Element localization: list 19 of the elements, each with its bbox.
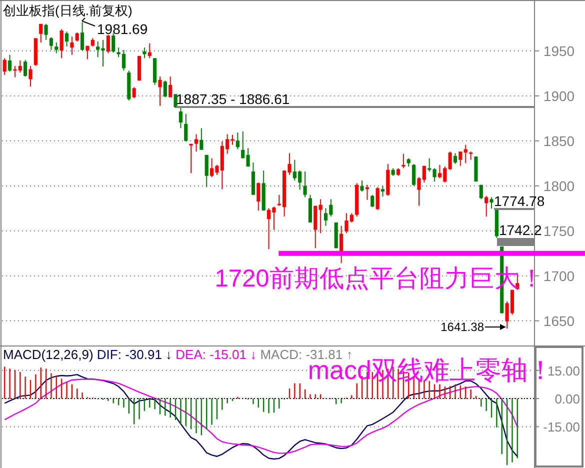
- y-tick-label: 1900: [543, 88, 575, 104]
- chart-title: MACD(12,26,9): [3, 347, 97, 362]
- y-tick-label: 1750: [543, 222, 575, 239]
- series-label: MACD: -31.81 ↑: [260, 347, 353, 362]
- annotation: 1774.78: [494, 193, 545, 209]
- y-tick-label: 1800: [543, 178, 575, 194]
- y-tick-label: 1850: [543, 132, 575, 149]
- y-tick-label: -15.00: [543, 420, 580, 435]
- y-tick-label: 1700: [543, 268, 575, 284]
- series-label: DIF: -30.91 ↓: [96, 347, 176, 362]
- y-tick-label: 1650: [543, 312, 575, 329]
- chart-title: 创业板指(日线.前复权): [3, 3, 132, 18]
- annotation: 1742.2: [499, 222, 542, 238]
- annotation: 1981.69: [97, 21, 148, 37]
- y-tick-label: 0.00: [554, 392, 580, 407]
- text: DEA: -15.01 ↓: [176, 347, 260, 362]
- y-tick-label: 1950: [543, 42, 575, 59]
- annotation: 1641.38: [440, 320, 484, 334]
- y-tick-label: 15.00: [547, 363, 580, 378]
